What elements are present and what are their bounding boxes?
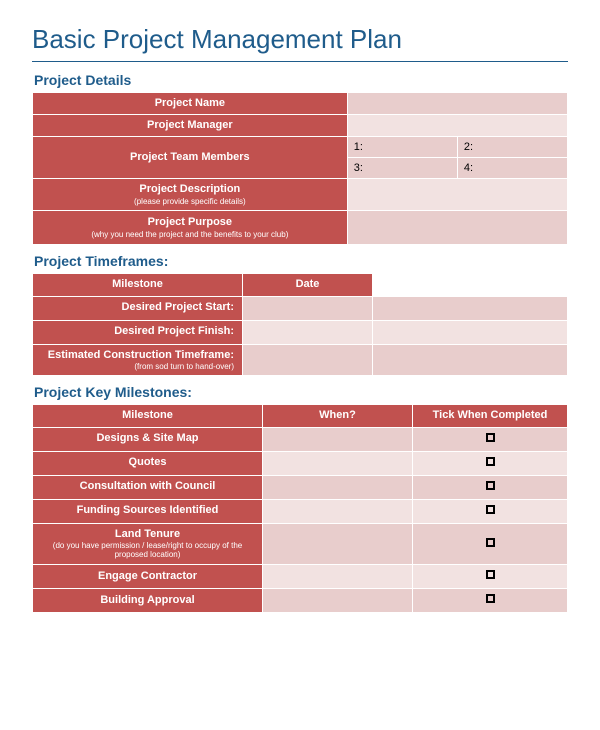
field-description[interactable] — [347, 179, 567, 211]
milestone-label: Engage Contractor — [33, 564, 263, 588]
section-heading-details: Project Details — [34, 72, 568, 88]
field-project-name[interactable] — [347, 93, 567, 115]
project-details-table: Project Name Project Manager Project Tea… — [32, 92, 568, 245]
milestone-checkbox[interactable] — [413, 588, 568, 612]
milestone-label: Quotes — [33, 451, 263, 475]
milestone-when[interactable] — [263, 588, 413, 612]
col-date: Date — [243, 274, 373, 296]
label-construction: Estimated Construction Timeframe: (from … — [33, 344, 243, 376]
section-heading-timeframes: Project Timeframes: — [34, 253, 568, 269]
team-slot-4[interactable]: 4: — [457, 158, 567, 179]
milestones-table: Milestone When? Tick When Completed Desi… — [32, 404, 568, 613]
checkbox-icon[interactable] — [486, 457, 495, 466]
milestone-label: Consultation with Council — [33, 475, 263, 499]
checkbox-icon[interactable] — [486, 594, 495, 603]
label-start: Desired Project Start: — [33, 296, 243, 320]
team-slot-1[interactable]: 1: — [347, 137, 457, 158]
label-team-members: Project Team Members — [33, 137, 348, 179]
col-km-when: When? — [263, 405, 413, 427]
label-project-name: Project Name — [33, 93, 348, 115]
field-purpose[interactable] — [347, 211, 567, 245]
field-start[interactable] — [243, 296, 373, 320]
milestone-checkbox[interactable] — [413, 427, 568, 451]
timeframes-table: Milestone Date Desired Project Start: De… — [32, 273, 568, 376]
col-milestone: Milestone — [33, 274, 243, 296]
milestone-checkbox[interactable] — [413, 475, 568, 499]
milestone-when[interactable] — [263, 499, 413, 523]
milestone-when[interactable] — [263, 564, 413, 588]
col-km-tick: Tick When Completed — [413, 405, 568, 427]
field-construction[interactable] — [243, 344, 373, 376]
milestone-when[interactable] — [263, 523, 413, 564]
milestone-when[interactable] — [263, 451, 413, 475]
field-finish[interactable] — [243, 320, 373, 344]
checkbox-icon[interactable] — [486, 538, 495, 547]
milestone-label: Land Tenure(do you have permission / lea… — [33, 523, 263, 564]
milestone-label: Building Approval — [33, 588, 263, 612]
checkbox-icon[interactable] — [486, 481, 495, 490]
checkbox-icon[interactable] — [486, 505, 495, 514]
checkbox-icon[interactable] — [486, 570, 495, 579]
milestone-checkbox[interactable] — [413, 499, 568, 523]
label-purpose: Project Purpose (why you need the projec… — [33, 211, 348, 245]
label-description: Project Description (please provide spec… — [33, 179, 348, 211]
milestone-checkbox[interactable] — [413, 564, 568, 588]
col-km-milestone: Milestone — [33, 405, 263, 427]
milestone-checkbox[interactable] — [413, 523, 568, 564]
team-slot-3[interactable]: 3: — [347, 158, 457, 179]
milestone-when[interactable] — [263, 427, 413, 451]
checkbox-icon[interactable] — [486, 433, 495, 442]
milestone-when[interactable] — [263, 475, 413, 499]
label-finish: Desired Project Finish: — [33, 320, 243, 344]
section-heading-milestones: Project Key Milestones: — [34, 384, 568, 400]
milestone-checkbox[interactable] — [413, 451, 568, 475]
page-title: Basic Project Management Plan — [32, 24, 568, 62]
label-project-manager: Project Manager — [33, 115, 348, 137]
milestone-label: Designs & Site Map — [33, 427, 263, 451]
field-project-manager[interactable] — [347, 115, 567, 137]
team-slot-2[interactable]: 2: — [457, 137, 567, 158]
milestone-label: Funding Sources Identified — [33, 499, 263, 523]
